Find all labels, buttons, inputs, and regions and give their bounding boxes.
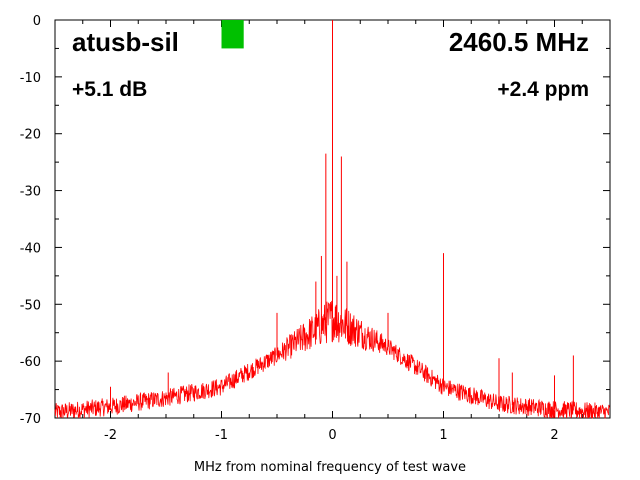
x-axis-title: MHz from nominal frequency of test wave [194, 460, 466, 475]
x-tick-label: 0 [328, 428, 336, 443]
y-tick-label: -20 [20, 128, 41, 143]
y-tick-label: -50 [20, 298, 41, 313]
power-label: +5.1 dB [72, 78, 147, 101]
y-tick-label: -60 [20, 355, 41, 370]
x-tick-label: -2 [104, 428, 117, 443]
y-tick-label: -10 [20, 71, 41, 86]
x-tick-label: 2 [550, 428, 558, 443]
y-axis: 0 -10 -20 -30 -40 -50 -60 -70 [20, 14, 610, 427]
noise-floor-trace [54, 300, 611, 419]
y-tick-label: -30 [20, 185, 41, 200]
y-tick-label: -40 [20, 241, 41, 256]
device-label: atusb-sil [72, 27, 179, 57]
x-tick-label: -1 [215, 428, 228, 443]
status-indicator [221, 20, 244, 49]
y-tick-label: -70 [20, 412, 41, 427]
ppm-label: +2.4 ppm [497, 78, 589, 101]
x-tick-label: 1 [439, 428, 447, 443]
frequency-label: 2460.5 MHz [449, 27, 589, 57]
y-tick-label: 0 [33, 14, 41, 29]
x-axis: -2 -1 0 1 2 [82, 20, 583, 443]
spectrum-traces [54, 20, 611, 419]
